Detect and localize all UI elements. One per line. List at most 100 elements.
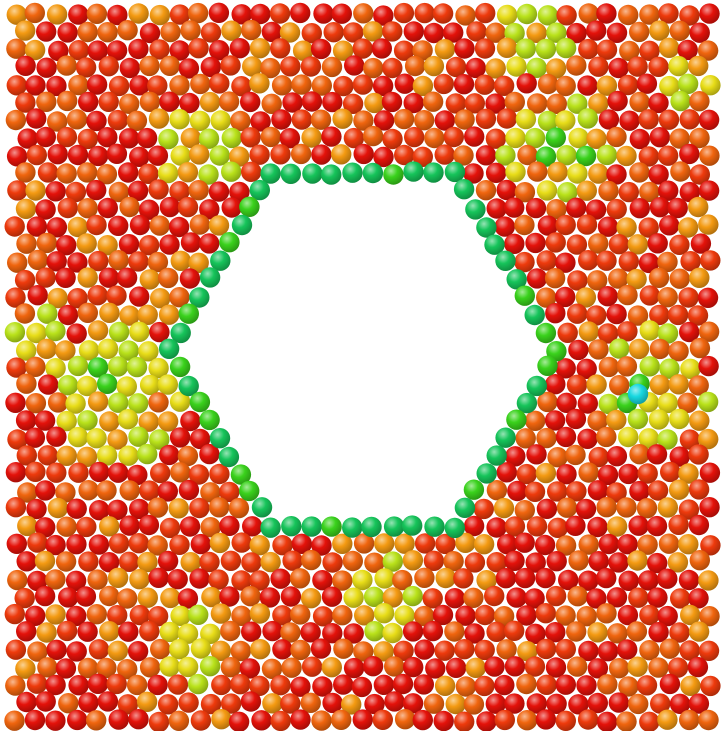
particle	[16, 551, 37, 572]
particle	[333, 638, 354, 659]
particle	[444, 588, 466, 609]
particle	[26, 673, 48, 694]
particle	[505, 446, 526, 467]
particle	[86, 604, 108, 625]
particle	[534, 534, 556, 556]
particle	[475, 180, 497, 201]
particle	[99, 411, 120, 432]
rim-particle	[302, 163, 323, 184]
particle	[230, 110, 251, 132]
particle	[577, 75, 598, 96]
particle	[353, 641, 374, 662]
particle	[677, 217, 699, 238]
particle	[657, 251, 678, 273]
particle	[7, 180, 28, 201]
particle	[137, 551, 158, 573]
particle	[545, 657, 567, 678]
particle	[45, 534, 66, 556]
particle	[35, 480, 56, 501]
particle	[629, 480, 650, 502]
particle	[270, 675, 291, 696]
particle	[514, 214, 535, 236]
particle	[668, 374, 689, 395]
particle	[219, 515, 240, 536]
particle	[45, 358, 66, 379]
particle	[211, 709, 232, 730]
particle	[496, 462, 517, 483]
particle	[392, 673, 414, 695]
particle	[504, 91, 525, 113]
particle	[177, 162, 199, 183]
rim-particle	[301, 516, 322, 537]
particle	[638, 428, 659, 449]
particle	[128, 251, 149, 272]
particle	[514, 500, 535, 521]
particle	[128, 709, 149, 730]
particle	[310, 638, 332, 659]
particle	[373, 110, 395, 131]
particle	[67, 355, 89, 377]
particle	[578, 250, 599, 271]
particle	[545, 232, 566, 253]
particle	[189, 428, 211, 450]
particle	[249, 73, 270, 94]
void-rim-particles	[158, 161, 567, 539]
particle	[555, 37, 577, 59]
particle	[37, 162, 59, 183]
particle	[34, 585, 56, 607]
particle	[628, 587, 649, 608]
particle	[494, 709, 515, 731]
particle	[658, 37, 680, 58]
particle	[677, 392, 698, 413]
particle	[87, 391, 109, 412]
particle	[250, 639, 271, 660]
particle	[260, 57, 281, 79]
particle	[698, 214, 719, 235]
particle	[667, 197, 688, 219]
particle	[126, 674, 148, 696]
particle	[516, 673, 537, 695]
particle	[597, 641, 619, 662]
particle	[201, 586, 222, 608]
particle	[382, 622, 403, 644]
particle	[200, 517, 221, 538]
particle	[220, 620, 241, 642]
particle	[526, 516, 548, 537]
particle	[229, 181, 250, 203]
rim-particle	[321, 516, 342, 537]
particle	[546, 22, 567, 43]
particle	[157, 550, 179, 572]
particle	[445, 657, 467, 678]
particle	[76, 375, 98, 397]
particle	[147, 497, 169, 518]
particle	[35, 199, 56, 220]
particle	[485, 58, 506, 79]
particle	[555, 252, 576, 273]
particle	[394, 709, 416, 730]
particle	[689, 127, 710, 149]
particle	[679, 321, 700, 343]
particle	[27, 532, 48, 553]
particle	[566, 621, 587, 642]
particle	[187, 2, 209, 24]
particle	[209, 73, 230, 94]
rim-particle	[476, 463, 497, 484]
particle	[169, 287, 190, 308]
particle	[639, 285, 660, 306]
particle	[209, 40, 230, 61]
particle	[157, 374, 178, 395]
particle	[129, 146, 150, 167]
particle	[608, 658, 630, 679]
particle	[77, 267, 98, 288]
particle	[119, 515, 140, 536]
particle	[618, 4, 639, 26]
particle	[435, 533, 456, 555]
particle	[272, 605, 293, 626]
particle	[24, 39, 46, 61]
particle	[424, 127, 445, 149]
particle	[259, 587, 281, 608]
particle	[524, 481, 546, 502]
particle	[586, 588, 607, 609]
particle	[678, 499, 700, 520]
particle	[5, 109, 27, 131]
